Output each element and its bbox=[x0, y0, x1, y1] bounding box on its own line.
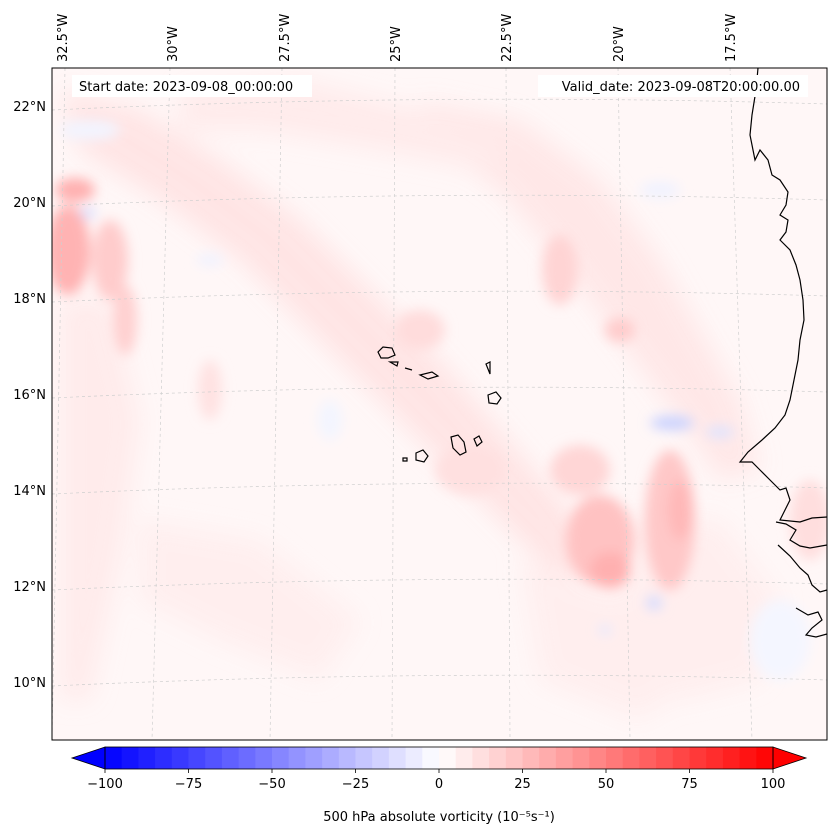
lat-tick-22n: 22°N bbox=[13, 100, 46, 115]
colorbar-cell bbox=[639, 747, 657, 769]
colorbar-cell bbox=[288, 747, 306, 769]
valid-date-box bbox=[538, 75, 808, 97]
colorbar-tick-label: 50 bbox=[598, 777, 615, 792]
lon-tick-32-5w: 32.5°W bbox=[56, 14, 71, 62]
colorbar-cell bbox=[155, 747, 173, 769]
colorbar-tick-label: −25 bbox=[342, 777, 369, 792]
lat-tick-20n: 20°N bbox=[13, 196, 46, 211]
colorbar-cell bbox=[272, 747, 290, 769]
colorbar-cell bbox=[539, 747, 557, 769]
colorbar-cell bbox=[221, 747, 240, 769]
colorbar-cell bbox=[305, 747, 323, 769]
colorbar-cell bbox=[372, 747, 390, 769]
start-date-box bbox=[72, 75, 312, 97]
colorbar-cell bbox=[706, 747, 724, 769]
lat-tick-10n: 10°N bbox=[13, 676, 46, 691]
colorbar-tick-label: −75 bbox=[175, 777, 202, 792]
start-date-label: Start date: 2023-09-08_00:00:00 bbox=[79, 80, 293, 95]
colorbar-cell bbox=[606, 747, 624, 769]
lon-tick-20w: 20°W bbox=[612, 26, 627, 62]
map-border bbox=[51, 67, 828, 741]
lat-tick-16n: 16°N bbox=[13, 388, 46, 403]
colorbar-cell bbox=[105, 747, 123, 769]
lon-tick-25w: 25°W bbox=[389, 26, 404, 62]
colorbar-cell bbox=[238, 747, 256, 769]
lon-tick-22-5w: 22.5°W bbox=[500, 14, 515, 62]
valid-date-label: Valid_date: 2023-09-08T20:00:00.00 bbox=[562, 80, 800, 95]
colorbar-cell bbox=[722, 747, 741, 769]
colorbar-cell bbox=[439, 747, 457, 769]
colorbar-tick-label: −100 bbox=[87, 777, 123, 792]
colorbar-label: 500 hPa absolute vorticity (10⁻⁵s⁻¹) bbox=[323, 810, 555, 825]
colorbar-cell bbox=[255, 747, 273, 769]
colorbar-high-extension bbox=[772, 746, 808, 770]
colorbar-tick-label: −50 bbox=[258, 777, 285, 792]
colorbar-cell bbox=[756, 747, 774, 769]
colorbar-cell bbox=[338, 747, 356, 769]
colorbar-cell bbox=[672, 747, 690, 769]
colorbar-cell bbox=[522, 747, 540, 769]
colorbar: −100 −75 −50 −25 0 25 50 75 100 500 hPa absolute… bbox=[70, 746, 808, 825]
colorbar-tick-label: 25 bbox=[514, 777, 531, 792]
colorbar-cell bbox=[388, 747, 407, 769]
colorbar-cell bbox=[405, 747, 423, 769]
colorbar-cell bbox=[489, 747, 507, 769]
map-panel: Start date: 2023-09-08_00:00:00 Valid_da… bbox=[51, 67, 828, 741]
colorbar-cell bbox=[656, 747, 674, 769]
colorbar-ticks: −100 −75 −50 −25 0 25 50 75 100 bbox=[87, 769, 785, 792]
colorbar-cell bbox=[121, 747, 139, 769]
colorbar-cell bbox=[188, 747, 206, 769]
colorbar-cell bbox=[555, 747, 574, 769]
cape-verde-islands bbox=[377, 346, 396, 359]
lat-tick-18n: 18°N bbox=[13, 292, 46, 307]
lon-tick-27-5w: 27.5°W bbox=[278, 14, 293, 62]
colorbar-cell bbox=[739, 747, 757, 769]
longitude-labels: 32.5°W 30°W 27.5°W 25°W 22.5°W 20°W 17.5… bbox=[56, 14, 739, 62]
colorbar-cell bbox=[355, 747, 373, 769]
lat-tick-12n: 12°N bbox=[13, 580, 46, 595]
lon-tick-30w: 30°W bbox=[166, 26, 181, 62]
colorbar-cell bbox=[622, 747, 640, 769]
colorbar-tick-label: 100 bbox=[761, 777, 786, 792]
latitude-labels: 22°N 20°N 18°N 16°N 14°N 12°N 10°N bbox=[13, 100, 46, 691]
lat-tick-14n: 14°N bbox=[13, 484, 46, 499]
africa-coastline bbox=[738, 67, 828, 523]
colorbar-low-extension bbox=[70, 746, 106, 770]
colorbar-cell bbox=[138, 747, 156, 769]
colorbar-cell bbox=[422, 747, 440, 769]
coastlines bbox=[377, 67, 828, 638]
colorbar-cell bbox=[205, 747, 223, 769]
colorbar-cell bbox=[572, 747, 590, 769]
colorbar-cell bbox=[472, 747, 490, 769]
colorbar-cell bbox=[589, 747, 607, 769]
colorbar-cell bbox=[455, 747, 473, 769]
colorbar-tick-label: 0 bbox=[435, 777, 443, 792]
gridlines bbox=[52, 68, 827, 740]
lon-tick-17-5w: 17.5°W bbox=[724, 14, 739, 62]
colorbar-tick-label: 75 bbox=[681, 777, 698, 792]
colorbar-cells bbox=[105, 747, 774, 769]
vorticity-field bbox=[52, 80, 827, 720]
colorbar-cell bbox=[689, 747, 707, 769]
colorbar-cell bbox=[171, 747, 189, 769]
colorbar-cell bbox=[322, 747, 340, 769]
colorbar-cell bbox=[505, 747, 523, 769]
